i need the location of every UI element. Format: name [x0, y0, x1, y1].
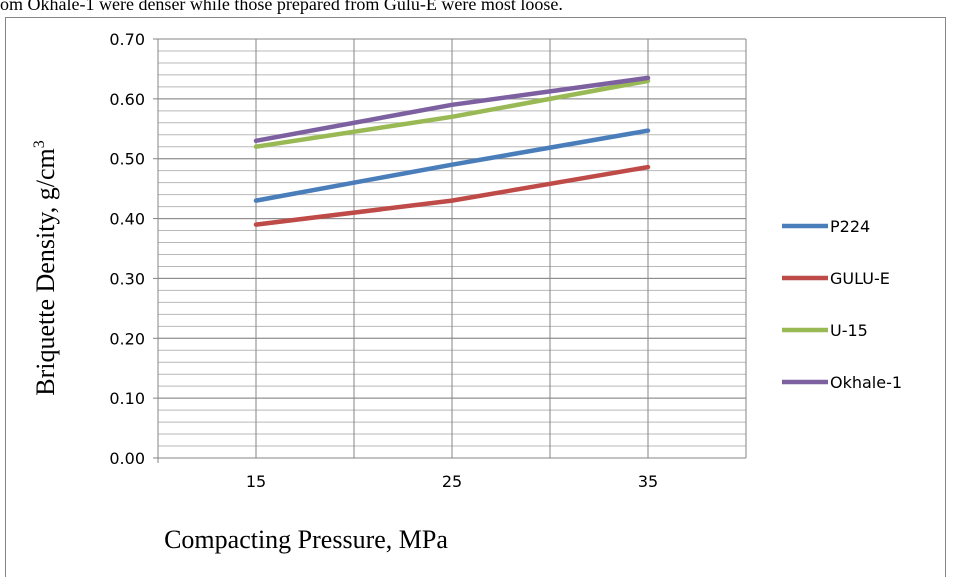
y-tick-label: 0.40 [109, 210, 145, 229]
axes [153, 38, 746, 463]
y-tick-label: 0.30 [109, 269, 145, 288]
legend-label: Okhale-1 [830, 373, 902, 392]
legend-label: P224 [830, 217, 870, 236]
legend: P224 GULU-E U-15 Okhale-1 [782, 217, 902, 392]
y-tick-label: 0.20 [109, 329, 145, 348]
y-tick-label: 0.60 [109, 90, 145, 109]
y-tick-label: 0.10 [109, 389, 145, 408]
y-tick-label: 0.70 [109, 30, 145, 49]
x-tick-label: 35 [638, 472, 658, 491]
x-tick-label: 25 [442, 472, 462, 491]
y-axis-title: Briquette Density, g/cm3 [31, 140, 60, 395]
series-line [253, 75, 651, 144]
y-axis-ticks: 0.00 0.10 0.20 0.30 0.40 0.50 0.60 0.70 [109, 30, 145, 468]
series-line [253, 78, 651, 149]
y-tick-label: 0.00 [109, 449, 145, 468]
header-text: om Okhale-1 were denser while those prep… [0, 0, 563, 14]
x-tick-label: 15 [246, 472, 266, 491]
chart-area: 0.00 0.10 0.20 0.30 0.40 0.50 0.60 0.70 15 25 35 … [5, 17, 946, 577]
legend-label: U-15 [830, 321, 868, 340]
legend-label: GULU-E [830, 269, 890, 288]
line-chart: 0.000.100.200.300.400.500.600.70 15 25 35 … [31, 30, 902, 554]
gridlines [157, 38, 747, 459]
series-line [253, 128, 651, 203]
series-lines [253, 75, 651, 227]
x-axis-ticks: 15 25 35 [246, 472, 658, 491]
y-tick-label: 0.50 [109, 150, 145, 169]
series-line [253, 164, 651, 227]
x-axis-title: Compacting Pressure, MPa [164, 525, 448, 554]
